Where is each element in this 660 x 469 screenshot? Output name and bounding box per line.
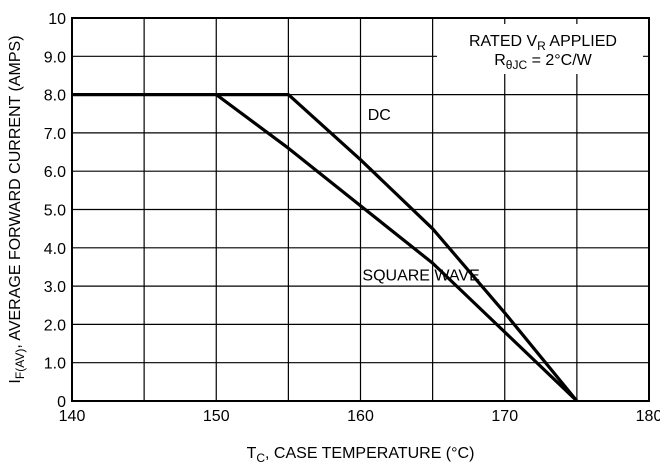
y-tick-label: 8.0 <box>44 88 66 105</box>
x-tick-labels: 140 150 160 170 180 <box>59 408 660 425</box>
annotation-sq: SQUARE WAVE <box>362 268 479 285</box>
grid <box>72 18 649 401</box>
y-tick-label: 6.0 <box>44 164 66 181</box>
y-tick-label: 10 <box>48 11 66 28</box>
series-line-dc <box>72 93 579 403</box>
y-tick-label: 2.0 <box>44 317 66 334</box>
x-tick-label: 180 <box>636 408 660 425</box>
y-tick-label: 0 <box>57 394 66 411</box>
x-tick-label: 140 <box>59 408 86 425</box>
series-line-square-wave <box>215 93 579 403</box>
y-tick-labels: 0 1.0 2.0 3.0 4.0 5.0 6.0 7.0 8.0 9.0 10 <box>44 11 66 411</box>
annotation-dc: DC <box>368 107 391 124</box>
note-rated-vr: RATED VR APPLIED <box>469 33 617 53</box>
x-tick-label: 170 <box>491 408 518 425</box>
y-tick-label: 1.0 <box>44 356 66 373</box>
y-tick-label: 9.0 <box>44 49 66 66</box>
x-tick-label: 150 <box>203 408 230 425</box>
series-annotations: DC SQUARE WAVE <box>362 107 479 285</box>
x-axis-label: TC, CASE TEMPERATURE (°C) <box>247 445 475 465</box>
x-tick-label: 160 <box>347 408 374 425</box>
plot-frame <box>71 17 650 402</box>
y-tick-label: 4.0 <box>44 241 66 258</box>
y-tick-label: 7.0 <box>44 126 66 143</box>
note-thermal-resistance: RθJC = 2°C/W <box>494 52 592 72</box>
series-lines <box>72 93 579 403</box>
y-tick-label: 3.0 <box>44 279 66 296</box>
note-background <box>437 24 643 74</box>
y-tick-label: 5.0 <box>44 203 66 220</box>
y-axis-label: IF(AV), AVERAGE FORWARD CURRENT (AMPS) <box>7 35 27 383</box>
